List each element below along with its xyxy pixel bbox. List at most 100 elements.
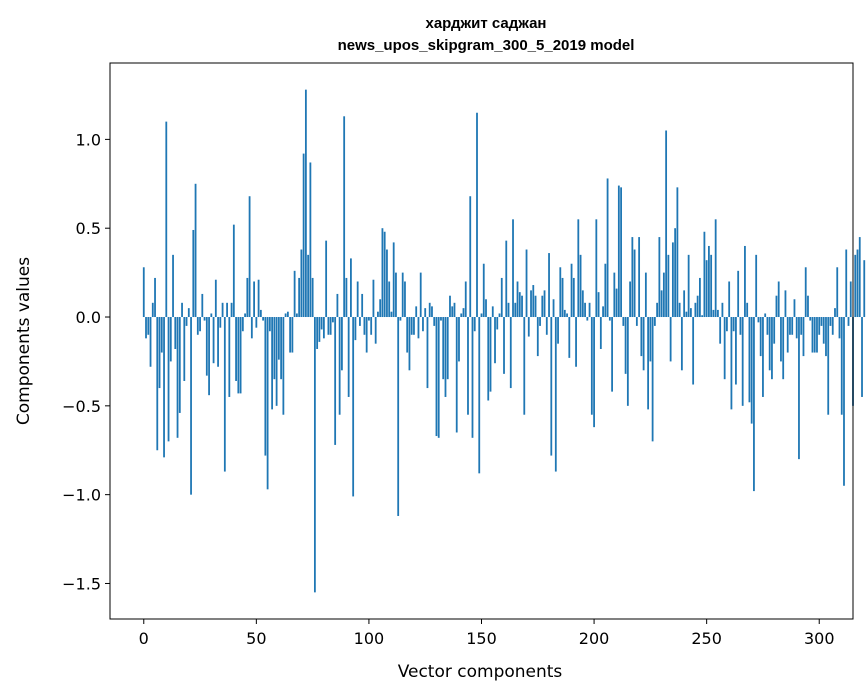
bar-212 [620, 187, 622, 318]
bar-116 [404, 281, 406, 318]
bar-188 [566, 313, 568, 318]
bar-95 [356, 281, 359, 318]
bar-256 [719, 317, 722, 344]
bar-151 [482, 263, 485, 318]
bar-120 [413, 317, 415, 335]
bar-133 [442, 317, 445, 380]
bar-220 [638, 237, 641, 318]
bar-234 [669, 317, 672, 362]
bar-17 [181, 302, 183, 318]
bar-282 [777, 281, 780, 318]
bar-34 [219, 317, 222, 328]
bar-57 [271, 317, 274, 410]
bar-277 [766, 317, 769, 335]
bar-312 [845, 249, 848, 318]
bar-147 [473, 317, 476, 332]
bar-41 [235, 317, 237, 381]
bar-184 [557, 317, 559, 344]
bar-125 [424, 308, 427, 318]
bar-128 [431, 306, 433, 318]
bar-278 [768, 317, 771, 371]
bar-297 [811, 317, 814, 353]
bar-119 [410, 317, 413, 335]
bar-129 [433, 317, 436, 326]
bar-202 [597, 292, 600, 318]
bar-241 [685, 311, 688, 318]
bar-290 [795, 317, 798, 339]
bar-287 [789, 317, 791, 335]
bar-260 [728, 281, 731, 318]
bar-56 [268, 317, 271, 332]
bar-105 [379, 299, 382, 318]
bar-295 [807, 295, 809, 318]
bar-9 [163, 317, 165, 458]
bar-89 [343, 116, 346, 318]
bar-266 [741, 317, 744, 406]
bar-148 [476, 112, 478, 318]
bar-317 [856, 249, 859, 318]
bar-253 [712, 309, 715, 318]
bar-92 [350, 258, 352, 318]
bar-160 [503, 317, 505, 374]
bar-6 [156, 317, 159, 451]
bar-132 [440, 317, 442, 321]
bar-154 [489, 317, 492, 392]
bar-291 [798, 317, 800, 460]
bar-126 [426, 317, 429, 389]
bar-292 [800, 317, 803, 335]
bar-118 [408, 317, 411, 371]
bar-240 [683, 290, 686, 318]
bar-301 [820, 317, 823, 326]
bar-208 [611, 317, 613, 392]
bar-246 [696, 295, 699, 318]
bar-210 [615, 288, 618, 318]
bar-36 [223, 317, 226, 472]
bar-77 [316, 317, 319, 349]
bar-204 [602, 306, 604, 318]
bar-224 [647, 317, 650, 410]
bar-318 [858, 237, 861, 318]
bar-284 [782, 317, 785, 380]
bar-179 [545, 317, 548, 335]
bar-39 [230, 302, 233, 318]
bar-99 [365, 317, 368, 353]
bar-158 [498, 313, 501, 318]
bar-243 [689, 308, 692, 318]
y-axis-label: Components values [14, 257, 34, 425]
bar-29 [208, 317, 210, 396]
bar-150 [480, 313, 483, 318]
bar-123 [419, 272, 422, 318]
bar-307 [834, 308, 836, 318]
bar-137 [451, 306, 454, 318]
bar-214 [624, 317, 627, 374]
bar-16 [178, 317, 181, 413]
bar-293 [802, 317, 805, 357]
bar-187 [563, 309, 566, 318]
bar-242 [687, 254, 690, 318]
bar-258 [723, 317, 726, 380]
bar-164 [512, 219, 514, 318]
bar-121 [415, 306, 418, 318]
bar-94 [354, 317, 357, 341]
chart-title: харджит саджан [426, 15, 547, 32]
bar-229 [658, 237, 661, 318]
bar-176 [539, 317, 541, 326]
bar-131 [437, 317, 440, 438]
bar-269 [748, 317, 751, 403]
bar-159 [500, 277, 503, 318]
bar-74 [309, 162, 312, 318]
bar-294 [804, 267, 807, 318]
bar-35 [221, 302, 224, 318]
bar-170 [525, 249, 528, 318]
bar-196 [584, 302, 586, 318]
bar-180 [548, 253, 550, 318]
bar-10 [165, 121, 168, 318]
bar-237 [676, 187, 679, 318]
bar-5 [154, 277, 156, 318]
bar-286 [786, 317, 789, 353]
bar-113 [397, 317, 400, 516]
bar-302 [822, 317, 825, 344]
bar-12 [169, 317, 172, 362]
bar-304 [827, 317, 830, 415]
